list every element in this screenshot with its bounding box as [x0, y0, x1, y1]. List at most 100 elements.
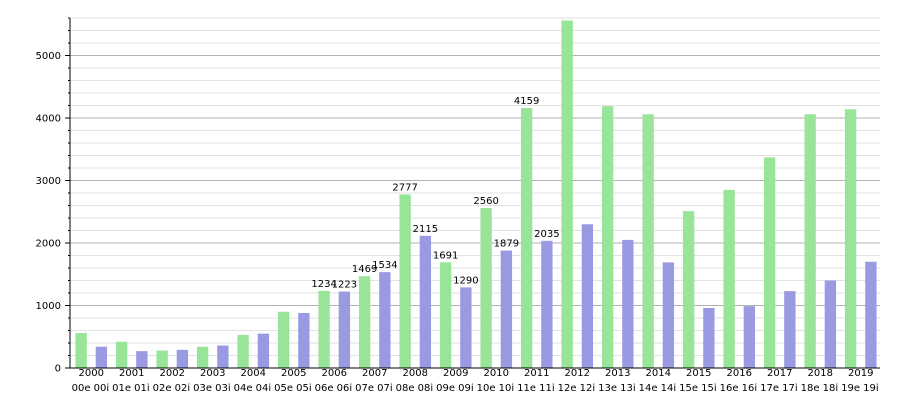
bar-19e — [844, 109, 857, 368]
x-tick-label-10i: 10i — [499, 383, 515, 394]
year-label-2005: 2005 — [281, 368, 306, 379]
x-tick-label-18e: 18e — [801, 383, 820, 394]
bar-06i — [338, 291, 351, 368]
bar-14e — [642, 114, 654, 368]
year-label-2014: 2014 — [646, 368, 671, 379]
x-tick-label-17e: 17e — [760, 383, 779, 394]
x-tick-label-02e: 02e — [153, 383, 172, 394]
x-tick-label-07e: 07e — [355, 383, 374, 394]
year-label-2008: 2008 — [403, 368, 428, 379]
bar-12e — [561, 20, 573, 368]
x-tick-label-08i: 08i — [418, 383, 434, 394]
x-tick-label-10e: 10e — [477, 383, 496, 394]
bars — [75, 20, 877, 368]
bar-09e — [439, 262, 452, 368]
bar-05e — [277, 311, 290, 368]
x-tick-label-05e: 05e — [274, 383, 293, 394]
x-axis-ticks: 00e 00i 01e 01i 02e 02i 03e 03i 04e 04i 05e 05i 06e 0… — [72, 383, 879, 394]
x-tick-label-19i: 19i — [863, 383, 879, 394]
bar-17i — [784, 291, 796, 368]
bar-18i — [824, 280, 837, 368]
y-tick-label: 1000 — [36, 301, 61, 312]
x-tick-label-16i: 16i — [742, 383, 758, 394]
year-label-2000: 2000 — [79, 368, 104, 379]
x-tick-label-18i: 18i — [823, 383, 839, 394]
bar-01i — [136, 351, 148, 368]
x-tick-label-16e: 16e — [720, 383, 739, 394]
y-axis-ticks: 0 1000 2000 3000 4000 5000 — [36, 17, 70, 375]
bar-16e — [723, 189, 735, 368]
x-tick-label-06i: 06i — [337, 383, 353, 394]
x-tick-label-01e: 01e — [112, 383, 131, 394]
x-tick-label-03i: 03i — [215, 383, 231, 394]
bar-15e — [682, 211, 695, 368]
bar-00i — [95, 346, 108, 368]
x-tick-label-00i: 00i — [94, 383, 110, 394]
bar-18e — [804, 114, 816, 368]
data-label-11e: 4159 — [514, 96, 539, 107]
x-tick-label-00e: 00e — [72, 383, 91, 394]
data-label-09i: 1290 — [453, 275, 478, 286]
minor-gridlines — [70, 17, 880, 356]
major-gridlines — [70, 55, 880, 306]
x-tick-label-15i: 15i — [701, 383, 717, 394]
year-label-2009: 2009 — [443, 368, 468, 379]
year-label-2001: 2001 — [119, 368, 144, 379]
year-label-2015: 2015 — [686, 368, 711, 379]
bar-19i — [865, 261, 877, 368]
year-label-2003: 2003 — [200, 368, 225, 379]
x-tick-label-03e: 03e — [193, 383, 212, 394]
x-tick-label-13i: 13i — [620, 383, 636, 394]
data-label-08i: 2115 — [413, 224, 438, 235]
year-label-2010: 2010 — [484, 368, 509, 379]
bar-03e — [196, 346, 209, 368]
bar-03i — [217, 345, 229, 368]
data-label-07i: 1534 — [372, 260, 397, 271]
bar-00e — [75, 333, 87, 368]
x-tick-label-04e: 04e — [234, 383, 253, 394]
year-label-2012: 2012 — [565, 368, 590, 379]
x-tick-label-14i: 14i — [661, 383, 677, 394]
year-label-2004: 2004 — [241, 368, 266, 379]
bar-16i — [743, 306, 756, 368]
y-tick-label: 3000 — [36, 176, 61, 187]
x-tick-label-06e: 06e — [315, 383, 334, 394]
x-tick-label-07i: 07i — [377, 383, 393, 394]
x-tick-label-09e: 09e — [436, 383, 455, 394]
x-tick-label-01i: 01i — [134, 383, 150, 394]
x-tick-label-11i: 11i — [539, 383, 555, 394]
x-tick-label-11e: 11e — [517, 383, 536, 394]
x-tick-label-05i: 05i — [296, 383, 312, 394]
data-label-06e: 1234 — [311, 279, 336, 290]
bar-09i — [460, 287, 472, 368]
x-tick-label-02i: 02i — [175, 383, 191, 394]
bar-13i — [622, 239, 634, 368]
bar-07e — [358, 276, 371, 368]
x-tick-label-04i: 04i — [256, 383, 272, 394]
data-label-08e: 2777 — [392, 182, 417, 193]
x-tick-label-15e: 15e — [679, 383, 698, 394]
year-label-2016: 2016 — [727, 368, 752, 379]
bar-08e — [399, 194, 411, 368]
y-tick-label: 0 — [55, 364, 61, 375]
y-tick-label: 2000 — [36, 239, 61, 250]
bar-10e — [480, 208, 492, 368]
x-tick-label-14e: 14e — [639, 383, 658, 394]
bar-05i — [298, 313, 310, 368]
year-label-2011: 2011 — [524, 368, 549, 379]
year-label-2018: 2018 — [808, 368, 833, 379]
year-label-2007: 2007 — [362, 368, 387, 379]
x-tick-label-09i: 09i — [458, 383, 474, 394]
bar-11e — [520, 108, 533, 368]
bar-02i — [176, 349, 189, 368]
x-tick-label-12e: 12e — [558, 383, 577, 394]
data-label-10i: 1879 — [494, 239, 519, 250]
bar-13e — [601, 106, 614, 368]
y-tick-label: 4000 — [36, 114, 61, 125]
bar-07i — [379, 272, 391, 368]
bar-12i — [581, 224, 594, 368]
bar-15i — [703, 308, 715, 368]
data-label-06i: 1223 — [332, 280, 357, 291]
